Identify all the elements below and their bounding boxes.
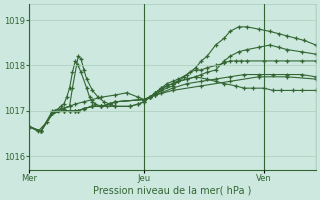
X-axis label: Pression niveau de la mer( hPa ): Pression niveau de la mer( hPa )	[93, 186, 252, 196]
